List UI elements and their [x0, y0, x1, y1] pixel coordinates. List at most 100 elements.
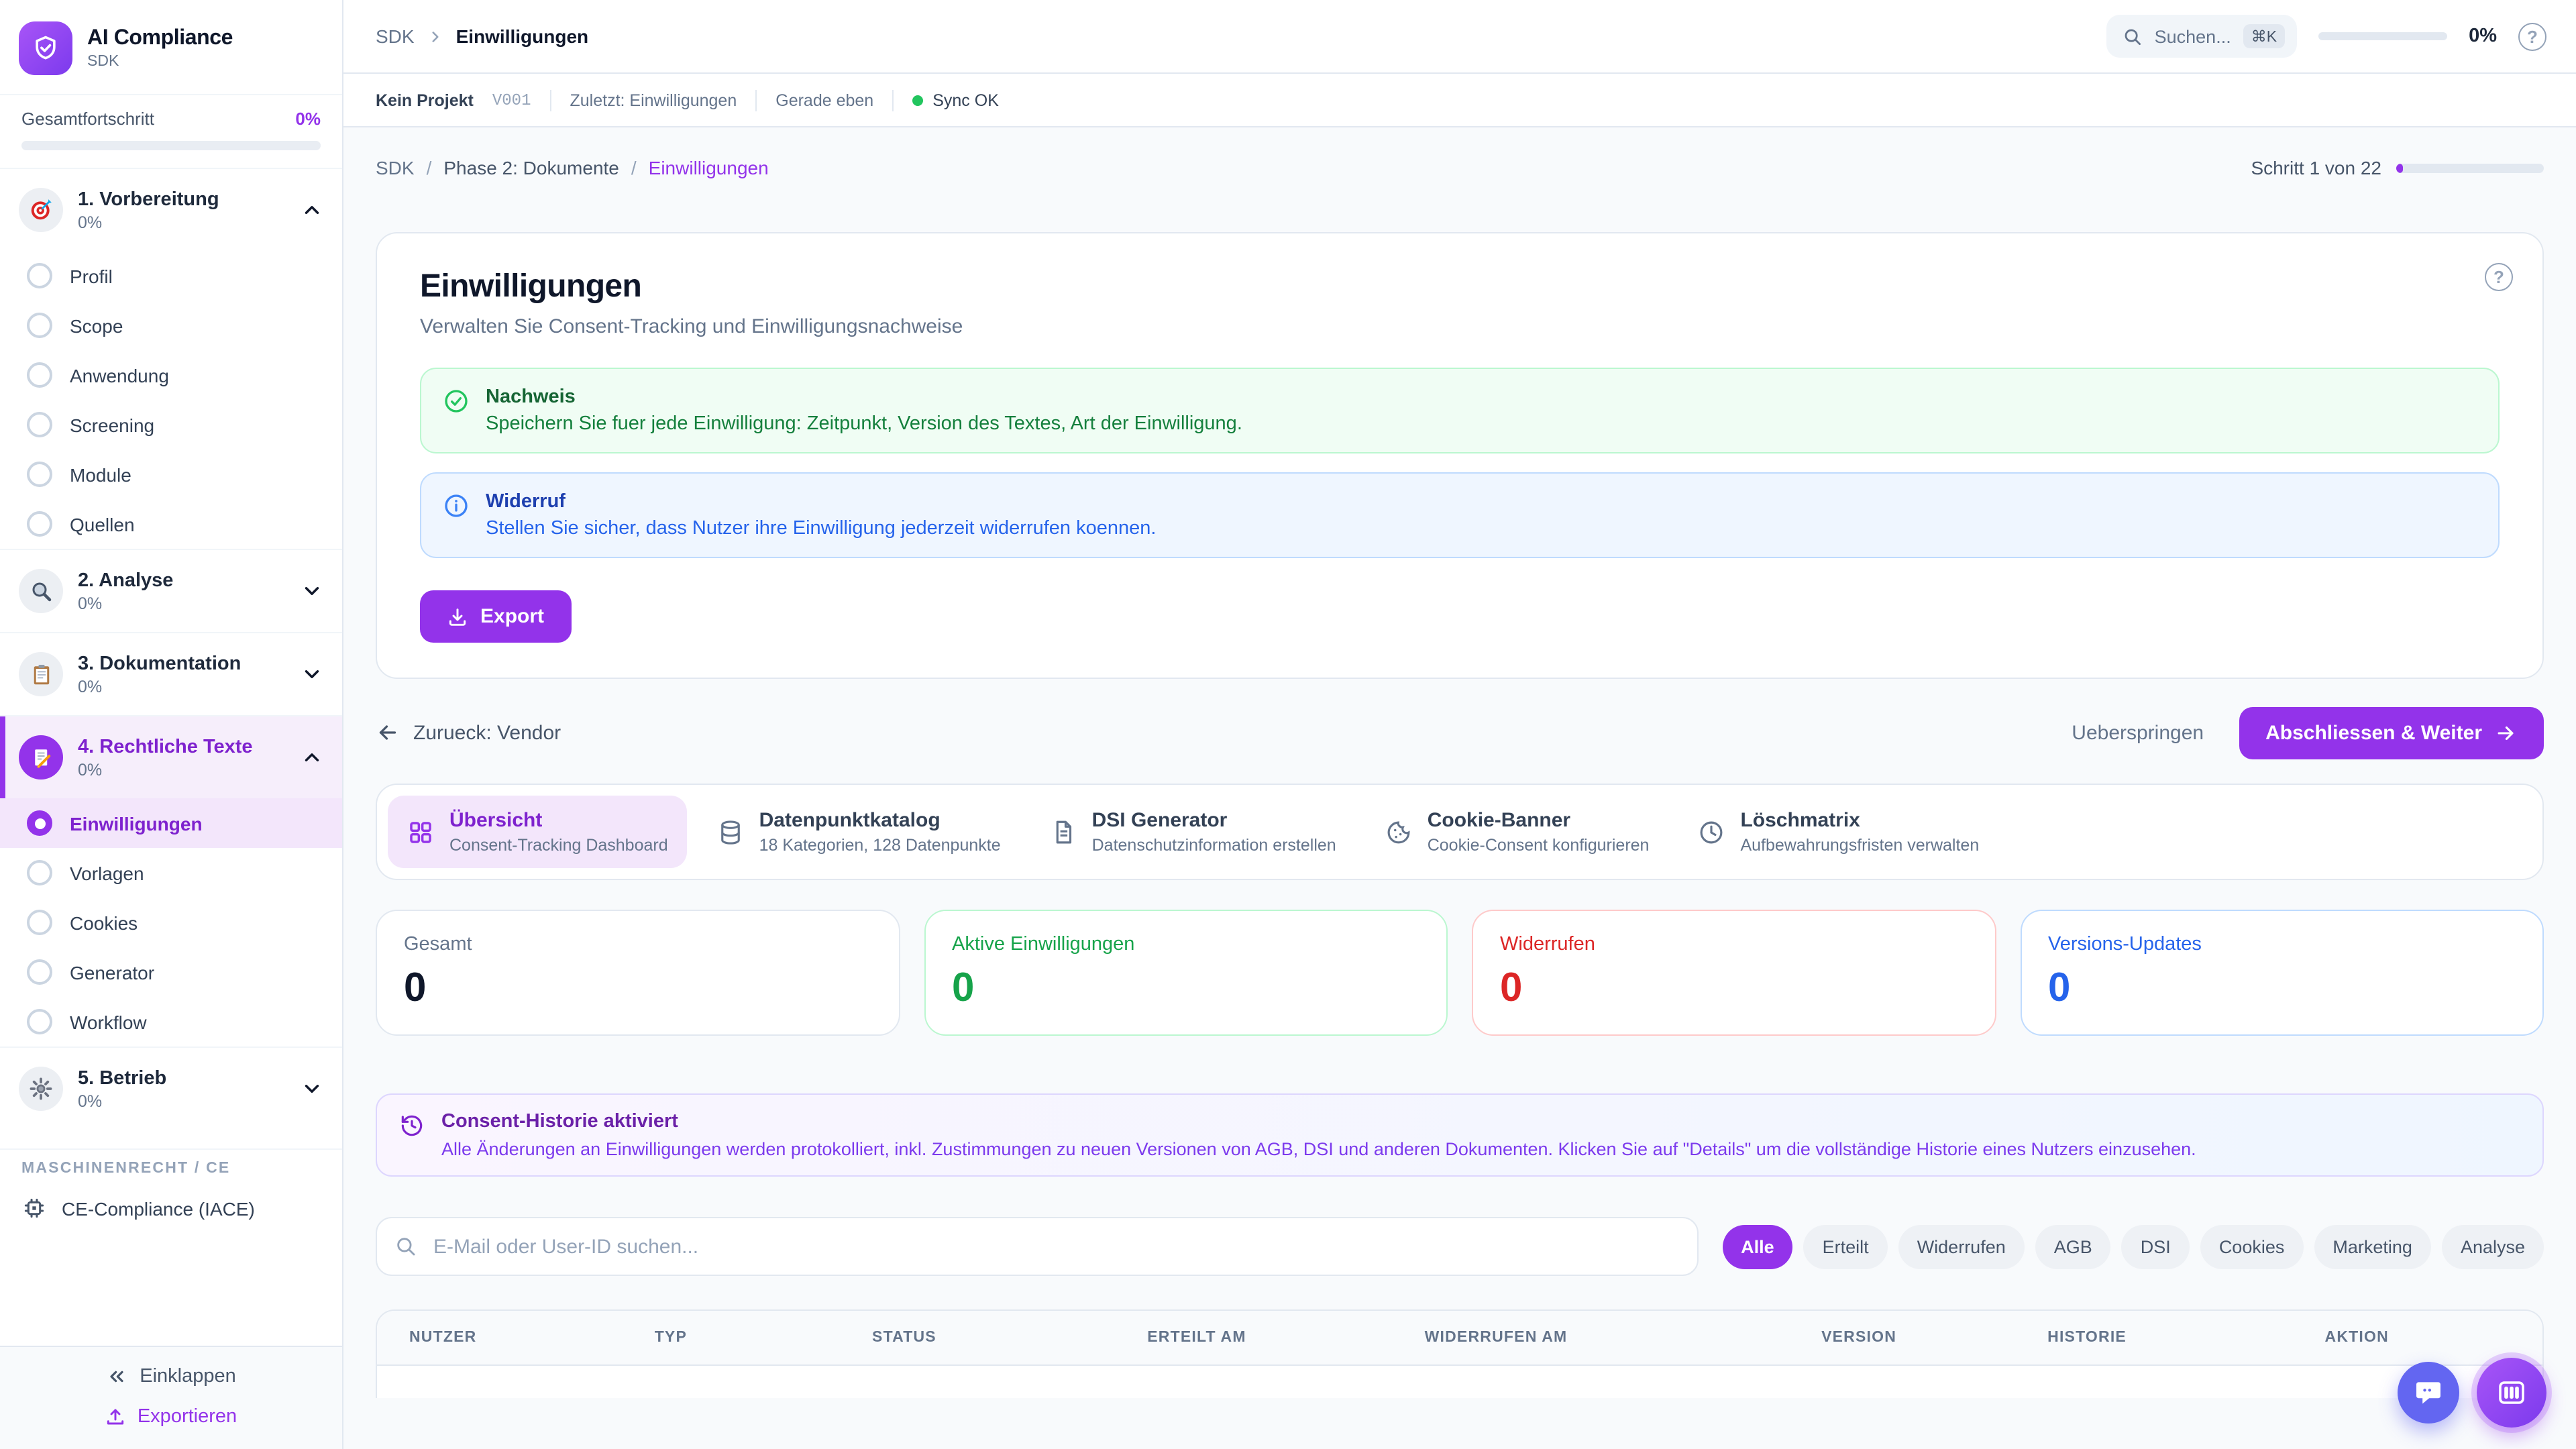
radio-icon [27, 263, 52, 288]
breadcrumb: SDK Einwilligungen [376, 25, 588, 47]
sidebar-item-cookies[interactable]: Cookies [0, 898, 342, 947]
document-icon [1049, 818, 1077, 846]
banner-title: Consent-Historie aktiviert [441, 1111, 678, 1132]
crumb-separator: / [631, 157, 637, 178]
sidebar-item-anwendung[interactable]: Anwendung [0, 350, 342, 400]
search-icon [2123, 26, 2143, 46]
sidebar-item-einwilligungen[interactable]: Einwilligungen [0, 798, 342, 848]
collapse-label: Einklappen [140, 1366, 236, 1387]
sidebar-section-rechtliche-texte[interactable]: 4. Rechtliche Texte 0% [0, 715, 342, 798]
upload-icon [105, 1406, 127, 1428]
chat-bubble-icon [2414, 1378, 2443, 1407]
back-button[interactable]: Zurueck: Vendor [376, 720, 561, 745]
shield-check-icon [31, 34, 60, 63]
sidebar-item-label: Scope [70, 315, 123, 336]
column-header-widerrufen-am: WIDERRUFEN AM [1424, 1330, 1568, 1346]
section-progress: 0% [78, 213, 103, 231]
tab-loeschmatrix[interactable]: Löschmatrix Aufbewahrungsfristen verwalt… [1678, 796, 1998, 868]
help-icon[interactable]: ? [2485, 263, 2513, 291]
app-logo [19, 21, 72, 75]
tab-text: Datenpunktkatalog 18 Kategorien, 128 Dat… [759, 809, 1001, 855]
chat-button[interactable] [2398, 1362, 2459, 1424]
sidebar-nav: 1. Vorbereitung 0% Profil Scope Anwendun… [0, 169, 342, 1346]
sidebar-item-generator[interactable]: Generator [0, 947, 342, 997]
user-search-input[interactable] [376, 1217, 1699, 1276]
sidebar-item-ce-compliance[interactable]: CE-Compliance (IACE) [0, 1182, 342, 1234]
stat-widerrufen: Widerrufen 0 [1472, 910, 1996, 1036]
app-name: AI Compliance [87, 27, 233, 50]
step-progress-fill [2396, 163, 2403, 172]
crumb-phase[interactable]: Phase 2: Dokumente [443, 157, 619, 178]
tab-text: Cookie-Banner Cookie-Consent konfigurier… [1428, 809, 1650, 855]
sidebar-item-label: Module [70, 464, 131, 485]
magnifier-icon [19, 569, 63, 613]
sidebar-item-label: Screening [70, 414, 155, 435]
skip-button[interactable]: Ueberspringen [2072, 721, 2204, 744]
radio-icon [27, 412, 52, 437]
sidebar-item-scope[interactable]: Scope [0, 301, 342, 350]
main-column: SDK Einwilligungen Suchen... ⌘K 0% ? [343, 0, 2576, 1449]
chevron-up-icon [301, 746, 323, 769]
divider [755, 89, 757, 111]
sidebar-section-betrieb[interactable]: 5. Betrieb 0% [0, 1046, 342, 1130]
section-items-vorbereitung: Profil Scope Anwendung Screening Module … [0, 251, 342, 549]
sidebar-item-profil[interactable]: Profil [0, 251, 342, 301]
chip-marketing[interactable]: Marketing [2314, 1224, 2431, 1269]
sidebar-item-vorlagen[interactable]: Vorlagen [0, 848, 342, 898]
tab-label: DSI Generator [1091, 809, 1228, 832]
crumb-separator: / [426, 157, 432, 178]
stat-label: Widerrufen [1500, 934, 1595, 955]
history-icon [398, 1112, 425, 1159]
search-icon [394, 1235, 417, 1258]
chip-agb[interactable]: AGB [2035, 1224, 2111, 1269]
chip-dsi[interactable]: DSI [2121, 1224, 2190, 1269]
finish-next-button[interactable]: Abschliessen & Weiter [2239, 706, 2544, 759]
notice-text-block: Nachweis Speichern Sie fuer jede Einwill… [486, 386, 1242, 435]
column-header-status: STATUS [872, 1330, 936, 1346]
sync-label: Sync OK [932, 91, 999, 109]
export-button[interactable]: Export [420, 590, 572, 643]
page-content: SDK / Phase 2: Dokumente / Einwilligunge… [343, 127, 2576, 1449]
section-title: 5. Betrieb [78, 1067, 167, 1089]
sidebar-section-dokumentation[interactable]: 3. Dokumentation 0% [0, 632, 342, 715]
tab-sublabel: Datenschutzinformation erstellen [1091, 836, 1336, 855]
status-bar: Kein Projekt V001 Zuletzt: Einwilligunge… [343, 74, 2576, 127]
sidebar-section-vorbereitung[interactable]: 1. Vorbereitung 0% [0, 169, 342, 251]
sidebar-section-analyse[interactable]: 2. Analyse 0% [0, 549, 342, 632]
chip-cookies[interactable]: Cookies [2200, 1224, 2304, 1269]
consent-hero-card: Einwilligungen Verwalten Sie Consent-Tra… [376, 232, 2544, 679]
chevron-down-icon [301, 663, 323, 686]
stat-aktive-einwilligungen: Aktive Einwilligungen 0 [924, 910, 1448, 1036]
chip-erteilt[interactable]: Erteilt [1803, 1224, 1888, 1269]
sidebar-item-module[interactable]: Module [0, 449, 342, 499]
tab-dsi-generator[interactable]: DSI Generator Datenschutzinformation ers… [1030, 796, 1355, 868]
chip-alle[interactable]: Alle [1722, 1224, 1793, 1269]
tab-cookie-banner[interactable]: Cookie-Banner Cookie-Consent konfigurier… [1366, 796, 1668, 868]
tab-text: Löschmatrix Aufbewahrungsfristen verwalt… [1740, 809, 1979, 855]
chip-widerrufen[interactable]: Widerrufen [1898, 1224, 2025, 1269]
filter-row: Alle Erteilt Widerrufen AGB DSI Cookies … [376, 1217, 2544, 1276]
sidebar-item-workflow[interactable]: Workflow [0, 997, 342, 1046]
breadcrumb-root[interactable]: SDK [376, 25, 415, 47]
crumb-sdk[interactable]: SDK [376, 157, 415, 178]
sidebar-item-quellen[interactable]: Quellen [0, 499, 342, 549]
collapse-sidebar-button[interactable]: Einklappen [106, 1366, 236, 1387]
breadcrumb-current: Einwilligungen [455, 25, 589, 47]
global-search[interactable]: Suchen... ⌘K [2106, 15, 2298, 58]
help-icon[interactable]: ? [2518, 22, 2546, 50]
sidebar-item-screening[interactable]: Screening [0, 400, 342, 449]
chip-analyse[interactable]: Analyse [2441, 1224, 2544, 1269]
sidebar-export-button[interactable]: Exportieren [105, 1406, 237, 1428]
step-navigation: Zurueck: Vendor Ueberspringen Abschliess… [376, 703, 2544, 762]
divider [892, 89, 894, 111]
sidebar-item-label: Workflow [70, 1011, 147, 1032]
tab-datenpunktkatalog[interactable]: Datenpunktkatalog 18 Kategorien, 128 Dat… [698, 796, 1020, 868]
page-subtitle: Verwalten Sie Consent-Tracking und Einwi… [420, 315, 963, 338]
columns-panel-button[interactable] [2477, 1358, 2546, 1428]
section-items-rechtliche-texte: Einwilligungen Vorlagen Cookies Generato… [0, 798, 342, 1046]
clock-icon [1697, 818, 1725, 846]
tab-uebersicht[interactable]: Übersicht Consent-Tracking Dashboard [388, 796, 687, 868]
topbar-progress-value: 0% [2469, 25, 2497, 47]
column-header-nutzer: NUTZER [409, 1330, 477, 1346]
